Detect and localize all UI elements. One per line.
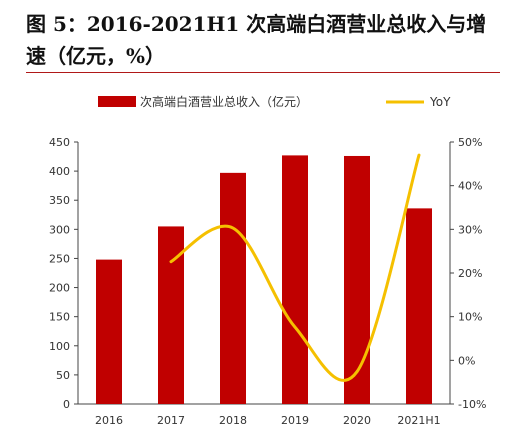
y-tick-label: 0: [63, 398, 70, 411]
y-tick-label: 350: [49, 194, 70, 207]
bar: [96, 259, 122, 404]
y2-tick-label: 50%: [458, 136, 482, 149]
y-tick-label: 100: [49, 340, 70, 353]
chart-title: 图 5：2016-2021H1 次高端白酒营业总收入与增速（亿元，%）: [26, 12, 487, 68]
bar: [344, 155, 370, 404]
bar: [282, 155, 308, 404]
y-tick-label: 450: [49, 136, 70, 149]
x-tick-label: 2019: [281, 414, 309, 427]
y2-tick-label: -10%: [458, 398, 486, 411]
y2-tick-label: 40%: [458, 180, 482, 193]
y2-tick-label: 30%: [458, 223, 482, 236]
y-tick-label: 250: [49, 252, 70, 265]
legend-swatch-revenue: [98, 96, 136, 107]
bar: [406, 208, 432, 404]
y-tick-label: 50: [56, 369, 70, 382]
x-tick-label: 2021H1: [397, 414, 440, 427]
x-tick-label: 2017: [157, 414, 185, 427]
y2-tick-label: 10%: [458, 311, 482, 324]
y-tick-label: 400: [49, 165, 70, 178]
y-tick-label: 150: [49, 311, 70, 324]
y-tick-label: 200: [49, 282, 70, 295]
legend-label-yoy: YoY: [429, 95, 451, 109]
x-tick-label: 2020: [343, 414, 371, 427]
x-tick-label: 2018: [219, 414, 247, 427]
y2-tick-label: 0%: [458, 354, 475, 367]
y2-tick-label: 20%: [458, 267, 482, 280]
y-tick-label: 300: [49, 223, 70, 236]
legend-label-revenue: 次高端白酒营业总收入（亿元）: [140, 94, 308, 109]
yoy-series-line: [169, 153, 421, 382]
title-divider: [26, 72, 500, 73]
bar: [220, 172, 246, 404]
x-tick-label: 2016: [95, 414, 123, 427]
